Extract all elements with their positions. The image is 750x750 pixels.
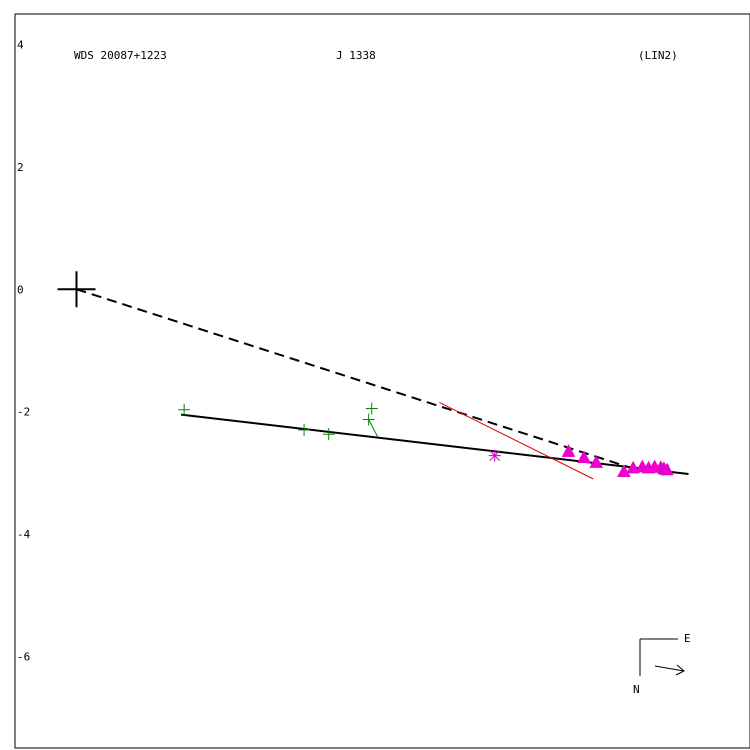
north-label: N	[633, 683, 640, 696]
discoverer-label: J 1338	[336, 49, 376, 62]
green-plus-point	[322, 428, 335, 441]
magenta-triangle-point	[617, 464, 631, 478]
magenta-triangle-point	[577, 450, 591, 463]
y-tick-label: 4	[17, 39, 24, 52]
primary-star-marker	[57, 271, 96, 308]
orientation-indicator: E N	[633, 632, 691, 696]
y-axis-ticks: 4 2 0 -2 -4 -6	[17, 39, 31, 664]
magenta-star-point	[488, 449, 501, 462]
green-plus-point	[365, 402, 378, 415]
observation-marks	[178, 402, 674, 478]
wds-id-label: WDS 20087+1223	[74, 49, 167, 62]
y-tick-label: 2	[17, 161, 24, 174]
red-reference-line	[439, 401, 594, 480]
magenta-triangle-point	[589, 455, 604, 468]
chart-lines	[76, 288, 689, 480]
linear-fit-line	[180, 413, 689, 475]
y-tick-label: -2	[17, 406, 30, 419]
green-plus-point	[362, 413, 375, 426]
plot-frame	[14, 13, 750, 749]
line-to-primary-line	[76, 288, 643, 473]
motion-arrow-icon	[654, 665, 685, 672]
green-plus-point	[178, 403, 191, 416]
green-plus-point	[298, 423, 311, 436]
star-d2	[489, 450, 501, 461]
y-tick-label: -6	[17, 650, 30, 663]
star-d2	[658, 464, 670, 476]
y-tick-label: -4	[17, 528, 31, 541]
motion-arrow-head-icon	[675, 664, 685, 676]
y-tick-label: 0	[17, 283, 24, 296]
magenta-triangle-point	[561, 444, 576, 457]
magenta-triangle-point	[626, 460, 640, 474]
green-connector-line	[368, 419, 379, 438]
magenta-star-point	[657, 463, 670, 476]
east-label: E	[684, 632, 691, 645]
code-label: (LIN2)	[638, 49, 678, 62]
